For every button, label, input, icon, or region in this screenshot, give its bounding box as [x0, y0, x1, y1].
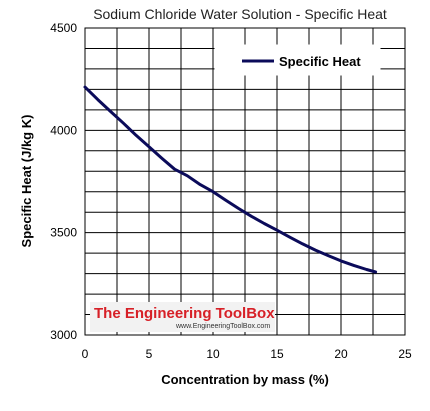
watermark-background — [90, 302, 275, 332]
data-point — [340, 260, 342, 262]
x-axis-label: Concentration by mass (%) — [161, 372, 329, 387]
y-tick-label: 3500 — [50, 226, 77, 240]
data-point — [174, 168, 176, 170]
plot-frame — [84, 27, 406, 336]
series-group — [83, 85, 378, 274]
grid-lines — [85, 27, 405, 336]
legend-label: Specific Heat — [279, 54, 361, 69]
x-tick-label: 20 — [334, 347, 348, 361]
y-tick-label: 4500 — [50, 21, 77, 35]
data-point — [250, 215, 252, 217]
x-tick-label: 25 — [398, 347, 412, 361]
x-tick-label: 0 — [82, 347, 89, 361]
data-point — [366, 269, 368, 271]
data-point — [276, 229, 278, 231]
data-point — [225, 199, 227, 201]
legend: Specific Heat — [214, 44, 381, 76]
data-point — [84, 86, 86, 88]
data-point — [122, 122, 124, 124]
y-axis-label: Specific Heat (J/kg K) — [19, 115, 34, 248]
x-tick-label: 15 — [270, 347, 284, 361]
y-axis-ticks: 3000 3500 4000 4500 — [50, 21, 77, 342]
data-point — [375, 271, 377, 273]
data-point — [314, 249, 316, 251]
watermark-url: www.EngineeringToolBox.com — [175, 323, 270, 330]
data-point — [199, 184, 201, 186]
data-point — [161, 157, 163, 159]
data-point — [327, 255, 329, 257]
data-point — [135, 134, 137, 136]
x-tick-label: 10 — [206, 347, 220, 361]
watermark-name: The Engineering ToolBox — [94, 305, 275, 322]
watermark: The Engineering ToolBox www.EngineeringT… — [90, 302, 275, 332]
data-point — [353, 264, 355, 266]
data-point — [97, 99, 99, 101]
x-tick-label: 5 — [146, 347, 153, 361]
data-point — [263, 222, 265, 224]
chart-title: Sodium Chloride Water Solution - Specifi… — [93, 6, 387, 22]
data-point — [289, 236, 291, 238]
y-tick-label: 3000 — [50, 328, 77, 342]
x-axis-ticks: 0 5 10 15 20 25 — [82, 347, 412, 361]
y-tick-label: 4000 — [50, 123, 77, 137]
series-line-0 — [83, 85, 378, 274]
data-point — [110, 111, 112, 113]
data-point — [148, 146, 150, 148]
data-point — [212, 191, 214, 193]
data-point — [186, 175, 188, 177]
data-point — [238, 208, 240, 210]
data-point — [302, 243, 304, 245]
